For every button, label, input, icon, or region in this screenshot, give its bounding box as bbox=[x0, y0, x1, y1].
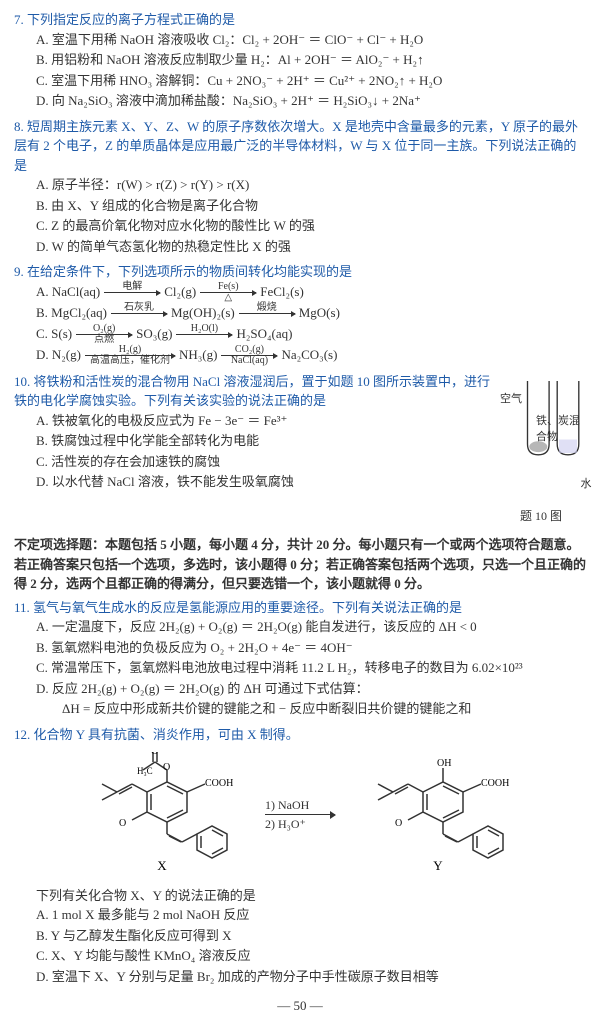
arrow-icon: H₂O(l) bbox=[176, 324, 232, 345]
arrow-icon: Fe(s)△ bbox=[200, 282, 256, 303]
question-10: 空气 铁、炭混合物 水 题 10 图 10. 将铁粉和活性炭的混合物用 NaCl… bbox=[14, 372, 586, 530]
option-a: A. 原子半径：r(W) > r(Z) > r(Y) > r(X) bbox=[36, 175, 586, 195]
figure-caption: 题 10 图 bbox=[496, 507, 586, 525]
option-a: A. 一定温度下，反应 2H₂(g) + O₂(g) ＝ 2H₂O(g) 能自发… bbox=[36, 617, 586, 637]
option-d-line2: ΔH = 反应中形成新共价键的键能之和 − 反应中断裂旧共价键的键能之和 bbox=[36, 699, 586, 719]
option-b: B. MgCl₂(aq) 石灰乳 Mg(OH)₂(s) 煅烧 MgO(s) bbox=[14, 303, 586, 324]
page-number: — 50 — bbox=[14, 996, 586, 1016]
svg-text:Y: Y bbox=[433, 858, 443, 872]
question-12: 12. 化合物 Y 具有抗菌、消炎作用，可由 X 制得。 bbox=[14, 725, 586, 987]
question-9: 9. 在给定条件下，下列选项所示的物质间转化均能实现的是 A. NaCl(aq)… bbox=[14, 262, 586, 366]
arrow-icon: 电解 bbox=[104, 282, 160, 303]
mid: Cl₂(g) bbox=[164, 282, 196, 302]
stem: 9. 在给定条件下，下列选项所示的物质间转化均能实现的是 bbox=[14, 262, 586, 282]
option-b: B. 用铝粉和 NaOH 溶液反应制取少量 H₂：Al + 2OH⁻ ＝ AlO… bbox=[36, 50, 586, 70]
option-c: C. S(s) O₂(g)点燃 SO₃(g) H₂O(l) H₂SO₄(aq) bbox=[14, 324, 586, 345]
option-d: D. 反应 2H₂(g) + O₂(g) ＝ 2H₂O(g) 的 ΔH 可通过下… bbox=[36, 679, 586, 699]
left: D. N₂(g) bbox=[36, 345, 81, 365]
mid: NH₃(g) bbox=[179, 345, 217, 365]
right: FeCl₂(s) bbox=[260, 282, 304, 302]
svg-text:OH: OH bbox=[437, 758, 451, 769]
arrow-icon: 煅烧 bbox=[239, 303, 295, 324]
arrow-icon: CO₂(g)NaCl(aq) bbox=[221, 345, 277, 366]
option-a: A. NaCl(aq) 电解 Cl₂(g) Fe(s)△ FeCl₂(s) bbox=[14, 282, 586, 303]
svg-text:O: O bbox=[151, 752, 158, 757]
svg-text:O: O bbox=[163, 762, 170, 773]
options: A. 1 mol X 最多能与 2 mol NaOH 反应 B. Y 与乙醇发生… bbox=[14, 905, 586, 986]
section-instructions: 不定项选择题：本题包括 5 小题，每小题 4 分，共计 20 分。每小题只有一个… bbox=[14, 535, 586, 594]
svg-text:O: O bbox=[395, 818, 402, 829]
svg-text:O: O bbox=[119, 818, 126, 829]
option-a: A. 1 mol X 最多能与 2 mol NaOH 反应 bbox=[36, 905, 586, 925]
option-d: D. 室温下 X、Y 分别与足量 Br₂ 加成的产物分子中手性碳原子数目相等 bbox=[36, 967, 586, 987]
left: B. MgCl₂(aq) bbox=[36, 303, 107, 323]
arrow-icon: H₂(g)高温高压，催化剂 bbox=[85, 345, 175, 366]
option-c: C. Z 的最高价氧化物对应水化物的酸性比 W 的强 bbox=[36, 216, 586, 236]
options: A. 原子半径：r(W) > r(Z) > r(Y) > r(X) B. 由 X… bbox=[14, 175, 586, 256]
svg-text:H₃C: H₃C bbox=[137, 766, 153, 776]
svg-text:COOH: COOH bbox=[481, 778, 509, 789]
option-b: B. Y 与乙醇发生酯化反应可得到 X bbox=[36, 926, 586, 946]
arrow-icon: O₂(g)点燃 bbox=[76, 324, 132, 345]
option-c: C. 常温常压下，氢氧燃料电池放电过程中消耗 11.2 L H₂，转移电子的数目… bbox=[36, 658, 586, 678]
right: Na₂CO₃(s) bbox=[281, 345, 337, 365]
options: A. 一定温度下，反应 2H₂(g) + O₂(g) ＝ 2H₂O(g) 能自发… bbox=[14, 617, 586, 719]
stem: 7. 下列指定反应的离子方程式正确的是 bbox=[14, 10, 586, 30]
option-d: D. W 的简单气态氢化物的热稳定性比 X 的强 bbox=[36, 237, 586, 257]
mid: SO₃(g) bbox=[136, 324, 172, 344]
mid: Mg(OH)₂(s) bbox=[171, 303, 235, 323]
structure-y: OH COOH O Y bbox=[353, 752, 523, 878]
option-b: B. 由 X、Y 组成的化合物是离子化合物 bbox=[36, 196, 586, 216]
reagent-1: 1) NaOH bbox=[265, 796, 309, 814]
figure-10: 空气 铁、炭混合物 水 题 10 图 bbox=[496, 376, 586, 526]
label-water: 水 bbox=[541, 476, 600, 493]
svg-text:X: X bbox=[157, 858, 167, 872]
structure-diagram: O O H₃C COOH O X 1) NaOH 2) H₃O⁺ bbox=[14, 752, 586, 878]
option-c: C. X、Y 均能与酸性 KMnO₄ 溶液反应 bbox=[36, 946, 586, 966]
option-d: D. N₂(g) H₂(g)高温高压，催化剂 NH₃(g) CO₂(g)NaCl… bbox=[14, 345, 586, 366]
reagent-2: 2) H₃O⁺ bbox=[265, 815, 306, 833]
reaction-arrow: 1) NaOH 2) H₃O⁺ bbox=[265, 796, 335, 833]
question-11: 11. 氢气与氧气生成水的反应是氢能源应用的重要途径。下列有关说法正确的是 A.… bbox=[14, 598, 586, 719]
left: A. NaCl(aq) bbox=[36, 282, 100, 302]
left: C. S(s) bbox=[36, 324, 72, 344]
options: A. 室温下用稀 NaOH 溶液吸收 Cl₂：Cl₂ + 2OH⁻ ＝ ClO⁻… bbox=[14, 30, 586, 111]
label-air: 空气 bbox=[466, 391, 556, 408]
stem: 8. 短周期主族元素 X、Y、Z、W 的原子序数依次增大。X 是地壳中含量最多的… bbox=[14, 117, 586, 176]
stem: 11. 氢气与氧气生成水的反应是氢能源应用的重要途径。下列有关说法正确的是 bbox=[14, 598, 586, 618]
structure-x: O O H₃C COOH O X bbox=[77, 752, 247, 878]
right: H₂SO₄(aq) bbox=[236, 324, 292, 344]
right: MgO(s) bbox=[299, 303, 340, 323]
sub-stem: 下列有关化合物 X、Y 的说法正确的是 bbox=[14, 886, 586, 906]
question-7: 7. 下列指定反应的离子方程式正确的是 A. 室温下用稀 NaOH 溶液吸收 C… bbox=[14, 10, 586, 111]
question-8: 8. 短周期主族元素 X、Y、Z、W 的原子序数依次增大。X 是地壳中含量最多的… bbox=[14, 117, 586, 257]
arrow-icon: 石灰乳 bbox=[111, 303, 167, 324]
option-b: B. 氢氧燃料电池的负极反应为 O₂ + 2H₂O + 4e⁻ ＝ 4OH⁻ bbox=[36, 638, 586, 658]
stem: 12. 化合物 Y 具有抗菌、消炎作用，可由 X 制得。 bbox=[14, 725, 586, 745]
svg-text:COOH: COOH bbox=[205, 778, 233, 789]
label-mix: 铁、炭混合物 bbox=[536, 413, 586, 446]
option-c: C. 室温下用稀 HNO₃ 溶解铜：Cu + 2NO₃⁻ + 2H⁺ ＝ Cu²… bbox=[36, 71, 586, 91]
option-d: D. 向 Na₂SiO₃ 溶液中滴加稀盐酸：Na₂SiO₃ + 2H⁺ ＝ H₂… bbox=[36, 91, 586, 111]
option-a: A. 室温下用稀 NaOH 溶液吸收 Cl₂：Cl₂ + 2OH⁻ ＝ ClO⁻… bbox=[36, 30, 586, 50]
